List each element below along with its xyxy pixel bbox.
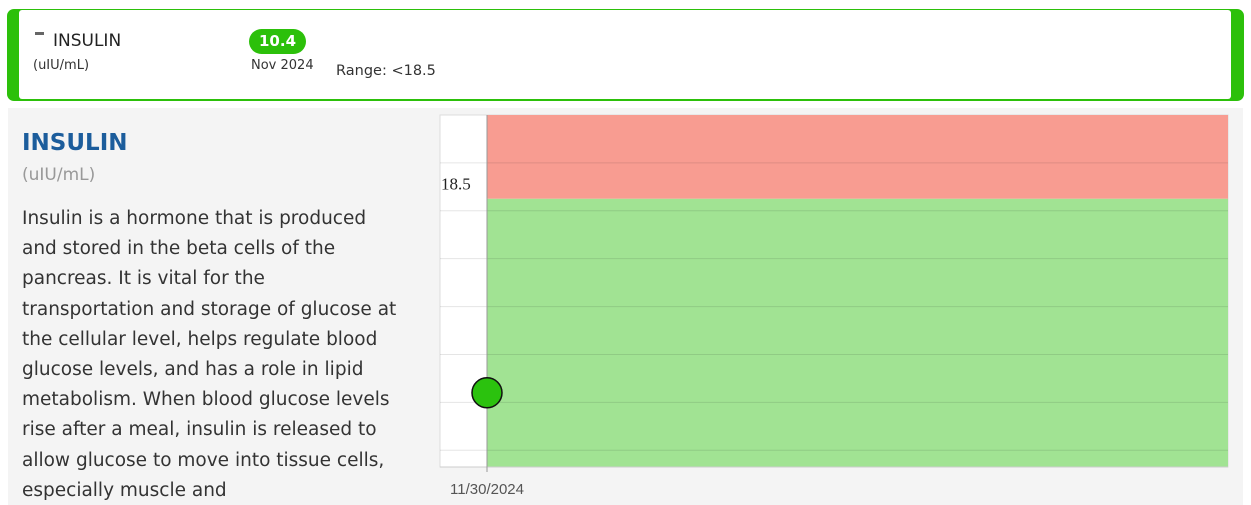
collapse-icon[interactable] bbox=[35, 32, 44, 35]
summary-card-body: INSULIN (uIU/mL) 10.4 Nov 2024 Range: <1… bbox=[19, 10, 1231, 99]
test-unit: (uIU/mL) bbox=[33, 58, 90, 73]
data-point bbox=[471, 377, 503, 409]
value-badge: 10.4 bbox=[249, 29, 307, 54]
range: Range: <18.5 bbox=[336, 63, 436, 79]
detail-title: INSULIN bbox=[22, 130, 128, 156]
above-range-band bbox=[487, 115, 1228, 199]
test-name: INSULIN bbox=[53, 31, 122, 51]
chart: 18.5 11/30/2024 bbox=[439, 114, 1229, 498]
threshold-label: 18.5 bbox=[441, 175, 471, 194]
detail-panel: INSULIN (uIU/mL) Insulin is a hormone th… bbox=[8, 108, 1243, 505]
detail-unit: (uIU/mL) bbox=[22, 165, 96, 185]
description: Insulin is a hormone that is produced an… bbox=[22, 208, 397, 501]
in-range-band bbox=[487, 198, 1228, 468]
x-tick-label: 11/30/2024 bbox=[450, 481, 524, 498]
result-date: Nov 2024 bbox=[251, 58, 314, 73]
summary-card[interactable]: INSULIN (uIU/mL) 10.4 Nov 2024 Range: <1… bbox=[7, 9, 1244, 101]
